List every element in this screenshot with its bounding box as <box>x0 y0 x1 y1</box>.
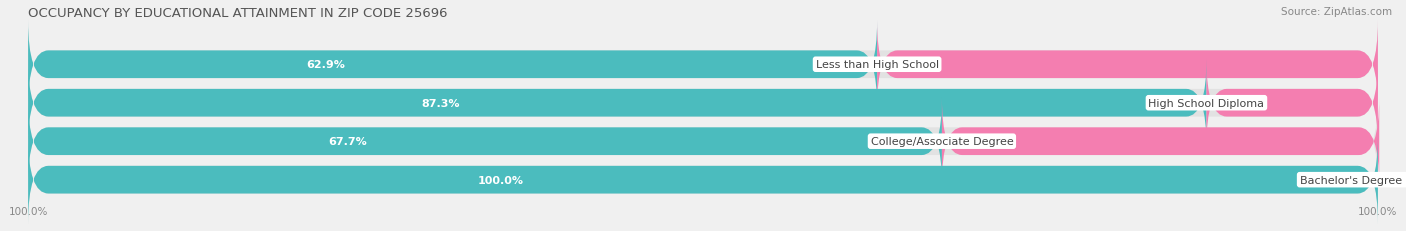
FancyBboxPatch shape <box>28 136 1378 224</box>
FancyBboxPatch shape <box>28 21 1378 109</box>
Text: 87.3%: 87.3% <box>422 98 460 108</box>
FancyBboxPatch shape <box>28 60 1378 147</box>
Text: 100.0%: 100.0% <box>478 175 523 185</box>
Text: College/Associate Degree: College/Associate Degree <box>870 137 1014 146</box>
FancyBboxPatch shape <box>942 98 1379 185</box>
Text: 62.9%: 62.9% <box>307 60 344 70</box>
FancyBboxPatch shape <box>28 21 877 109</box>
Text: High School Diploma: High School Diploma <box>1149 98 1264 108</box>
Text: Bachelor's Degree or higher: Bachelor's Degree or higher <box>1299 175 1406 185</box>
Text: Source: ZipAtlas.com: Source: ZipAtlas.com <box>1281 7 1392 17</box>
FancyBboxPatch shape <box>28 98 942 185</box>
Text: OCCUPANCY BY EDUCATIONAL ATTAINMENT IN ZIP CODE 25696: OCCUPANCY BY EDUCATIONAL ATTAINMENT IN Z… <box>28 7 447 20</box>
FancyBboxPatch shape <box>28 136 1378 224</box>
Text: 67.7%: 67.7% <box>329 137 367 146</box>
FancyBboxPatch shape <box>28 98 1378 185</box>
FancyBboxPatch shape <box>1206 60 1378 147</box>
FancyBboxPatch shape <box>28 60 1206 147</box>
Text: Less than High School: Less than High School <box>815 60 939 70</box>
FancyBboxPatch shape <box>877 21 1378 109</box>
